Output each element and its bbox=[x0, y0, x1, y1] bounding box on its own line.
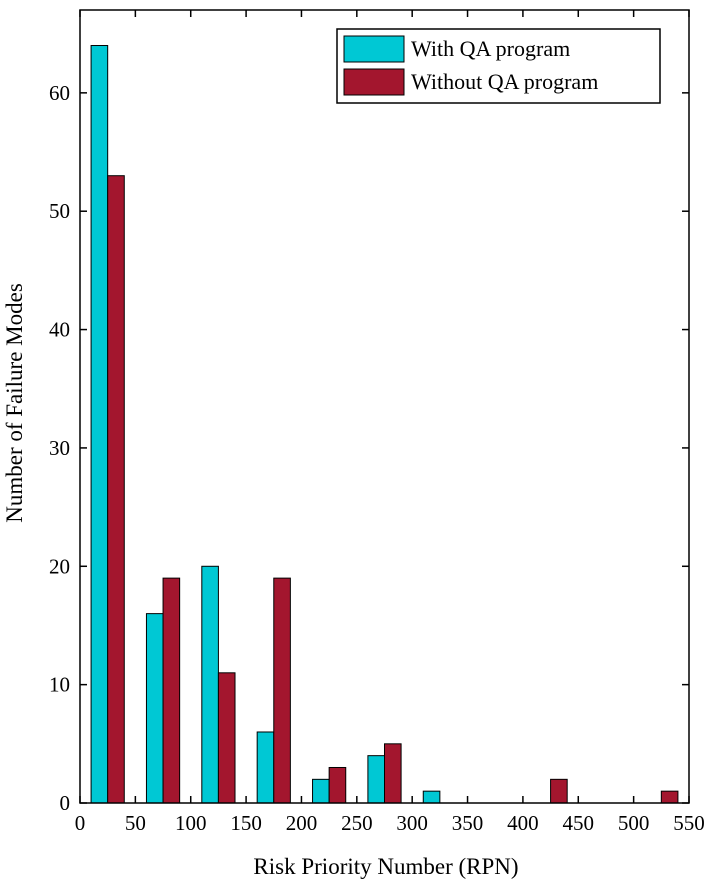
y-axis-title: Number of Failure Modes bbox=[2, 283, 27, 523]
legend-label-without-qa: Without QA program bbox=[411, 69, 598, 94]
bar-without-qa-25 bbox=[107, 175, 125, 804]
y-tick-label: 20 bbox=[49, 554, 70, 578]
x-axis-title: Risk Priority Number (RPN) bbox=[253, 854, 518, 879]
bar-with-qa-275 bbox=[367, 755, 385, 804]
bar-with-qa-125 bbox=[201, 565, 219, 804]
axes-layer: 0 50 100 150 200 250 300 350 400 450 500 550 0 10 20 30… bbox=[49, 9, 705, 835]
y-tick-label: 40 bbox=[49, 318, 70, 342]
x-tick-label: 450 bbox=[563, 811, 595, 835]
bar-without-qa-75 bbox=[162, 577, 181, 804]
legend-label-with-qa: With QA program bbox=[411, 36, 570, 61]
bar-without-qa-525 bbox=[660, 790, 679, 804]
x-tick-label: 350 bbox=[452, 811, 484, 835]
y-tick-label: 60 bbox=[49, 81, 70, 105]
x-tick-label: 300 bbox=[396, 811, 428, 835]
plot-frame bbox=[79, 9, 690, 804]
x-tick-label: 200 bbox=[286, 811, 318, 835]
legend-swatch-without-qa bbox=[343, 68, 405, 96]
x-tick-label: 500 bbox=[618, 811, 650, 835]
bar-without-qa-425 bbox=[550, 778, 568, 804]
bar-without-qa-175 bbox=[273, 577, 291, 804]
legend-swatch-with-qa bbox=[343, 35, 405, 63]
x-tick-label: 0 bbox=[75, 811, 86, 835]
bars-layer bbox=[90, 45, 679, 804]
x-tick-label: 550 bbox=[673, 811, 705, 835]
y-tick-label: 0 bbox=[60, 791, 71, 815]
bar-with-qa-25 bbox=[90, 45, 109, 804]
bar-with-qa-75 bbox=[145, 613, 164, 804]
y-tick-label: 50 bbox=[49, 199, 70, 223]
bar-without-qa-125 bbox=[217, 672, 236, 804]
x-tick-label: 150 bbox=[230, 811, 262, 835]
x-tick-label: 100 bbox=[175, 811, 207, 835]
bar-without-qa-275 bbox=[384, 743, 402, 804]
y-tick-label: 30 bbox=[49, 436, 70, 460]
x-tick-label: 250 bbox=[341, 811, 373, 835]
bar-with-qa-225 bbox=[312, 778, 330, 804]
x-tick-label: 50 bbox=[125, 811, 146, 835]
bar-with-qa-175 bbox=[256, 731, 275, 804]
bar-without-qa-225 bbox=[328, 766, 347, 804]
legend: With QA program Without QA program bbox=[336, 28, 661, 104]
x-tick-label: 400 bbox=[507, 811, 539, 835]
y-tick-label: 10 bbox=[49, 673, 70, 697]
bar-with-qa-325 bbox=[422, 790, 441, 804]
